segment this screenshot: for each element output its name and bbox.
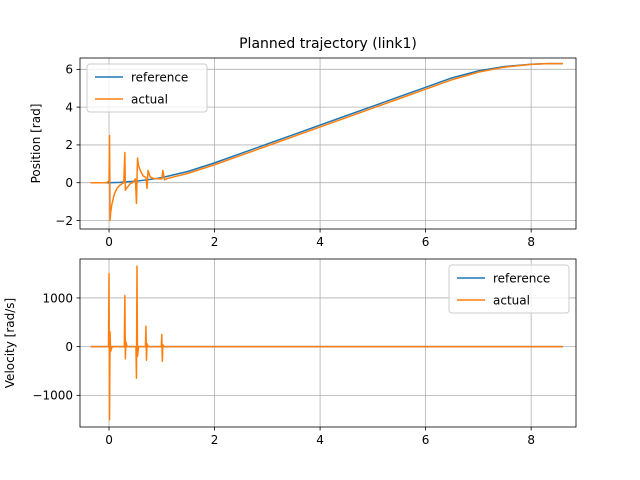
series-group xyxy=(90,265,563,421)
legend-label-reference: reference xyxy=(131,70,188,84)
x-tick-label: 8 xyxy=(527,235,535,249)
y-tick-label: −2 xyxy=(55,214,73,228)
position-panel: 0 2 4 6 8 −2 0 2 4 6 Position [rad] reference actual xyxy=(29,57,577,249)
y-tick-label: 6 xyxy=(65,63,73,77)
top-chart-title: Planned trajectory (link1) xyxy=(239,36,417,52)
y-tick-label: 1000 xyxy=(42,291,73,305)
x-tick-label: 8 xyxy=(527,433,535,447)
x-tick-label: 4 xyxy=(316,235,324,249)
legend-label-actual: actual xyxy=(493,293,530,307)
axes-frame xyxy=(79,258,577,428)
legend-label-actual: actual xyxy=(131,92,168,106)
series-line-actual xyxy=(90,62,563,222)
legend: reference actual xyxy=(448,264,570,314)
series-group xyxy=(90,62,563,222)
x-tick-label: 4 xyxy=(316,433,324,447)
x-tick-label: 6 xyxy=(422,235,430,249)
legend-box xyxy=(86,63,208,113)
y-tick-label: 0 xyxy=(65,176,73,190)
x-tick-label: 0 xyxy=(105,433,113,447)
legend-box xyxy=(448,264,570,314)
y-tick-label: 2 xyxy=(65,138,73,152)
x-tick-label: 2 xyxy=(211,433,219,447)
x-tick-label: 2 xyxy=(211,235,219,249)
velocity-panel: 0 2 4 6 8 −1000 0 1000 Velocity [rad/s] reference… xyxy=(3,258,577,447)
y-tick-label: 4 xyxy=(65,100,73,114)
y-tick-label: 0 xyxy=(65,340,73,354)
y-tick-label: −1000 xyxy=(32,389,73,403)
x-tick-label: 0 xyxy=(105,235,113,249)
x-tick-label: 6 xyxy=(422,433,430,447)
y-axis-label: Velocity [rad/s] xyxy=(3,298,17,388)
legend-label-reference: reference xyxy=(493,271,550,285)
series-line-actual xyxy=(90,265,563,421)
y-axis-label: Position [rad] xyxy=(29,104,43,184)
series-line-reference xyxy=(90,62,563,184)
axes-frame xyxy=(79,57,577,230)
legend: reference actual xyxy=(86,63,208,113)
